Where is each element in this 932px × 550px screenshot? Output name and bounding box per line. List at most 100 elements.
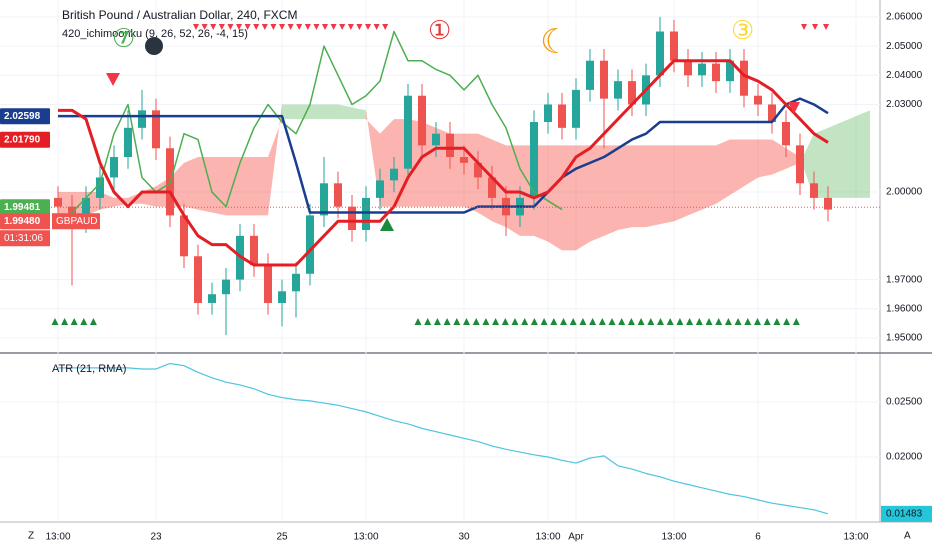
candle-body: [250, 235, 258, 266]
signal-marker: [705, 318, 713, 325]
y-tick-label: 1.95000: [886, 333, 923, 344]
signal-marker: [724, 318, 732, 325]
signal-marker: [823, 24, 829, 30]
signal-marker: [365, 24, 371, 30]
annotation: ①: [428, 15, 451, 45]
x-tick-label: 13:00: [535, 532, 560, 543]
price-badge: [0, 213, 50, 230]
cloud-segment: [590, 145, 604, 242]
signal-marker: [744, 318, 752, 325]
cloud-segment: [548, 145, 562, 251]
annotation: ③: [731, 15, 754, 45]
candle-body: [432, 133, 440, 146]
candle-body: [180, 215, 188, 257]
price-badge-label: 2.02598: [4, 111, 41, 122]
indicator-line: [57, 30, 563, 222]
signal-marker: [193, 24, 199, 30]
signal-marker: [812, 24, 818, 30]
signal-marker: [236, 24, 242, 30]
signal-marker: [569, 318, 577, 325]
x-tick-label: Apr: [568, 532, 584, 543]
signal-marker: [773, 318, 781, 325]
candle-body: [810, 183, 818, 198]
cloud-segment: [296, 104, 310, 120]
signal-marker: [253, 24, 260, 30]
candle-body: [544, 104, 552, 123]
cloud-segment: [268, 104, 282, 216]
signal-marker: [261, 24, 268, 30]
signal-marker: [676, 318, 684, 325]
indicator-legend: 420_ichimoonku (9, 26, 52, 26, -4, 15): [62, 28, 248, 40]
y-tick-label: 0.02500: [886, 397, 923, 408]
cloud-segment: [856, 110, 870, 198]
candle-body: [376, 180, 384, 198]
cloud-segment: [324, 104, 338, 120]
annotation: ⑦: [112, 23, 135, 53]
candle-body: [684, 60, 692, 76]
cloud-segment: [618, 145, 632, 230]
signal-marker: [313, 24, 320, 30]
signal-marker: [647, 318, 655, 325]
cloud-segment: [646, 145, 660, 228]
candle-body: [558, 104, 566, 128]
cloud-segment: [240, 157, 254, 216]
y-tick-label: 2.00000: [886, 187, 923, 198]
signal-marker: [472, 318, 480, 325]
candle-body: [152, 110, 160, 149]
y-tick-label: 0.02000: [886, 452, 923, 463]
signal-marker: [666, 318, 674, 325]
candle-body: [208, 294, 216, 303]
signal-marker: [715, 318, 723, 325]
candle-body: [54, 197, 62, 207]
signal-marker: [482, 318, 490, 325]
price-badge-label: 2.01790: [4, 134, 41, 145]
x-tick-label: 13:00: [353, 532, 378, 543]
x-tick-label: 25: [276, 532, 288, 543]
signal-marker: [227, 24, 234, 30]
candle-body: [278, 291, 286, 303]
candle-body: [600, 60, 608, 99]
signal-marker: [492, 318, 500, 325]
countdown-label: 01:31:06: [4, 233, 43, 244]
cloud-segment: [212, 157, 226, 216]
signal-marker: [618, 318, 626, 325]
corner-label[interactable]: A: [904, 531, 911, 542]
candle-body: [614, 81, 622, 99]
candle-body: [824, 197, 832, 210]
signal-marker: [51, 318, 59, 325]
dot-marker: [145, 37, 163, 55]
signal-marker: [279, 24, 285, 30]
candle-body: [726, 60, 734, 82]
candle-body: [782, 122, 790, 146]
signal-marker: [287, 24, 294, 30]
signal-marker: [579, 318, 587, 325]
cloud-segment: [198, 157, 212, 213]
x-tick-label: 13:00: [661, 532, 686, 543]
candle-body: [124, 127, 132, 158]
cloud-segment: [282, 104, 296, 120]
signal-marker: [801, 24, 807, 30]
signal-marker: [763, 318, 771, 325]
price-badge: [0, 108, 50, 125]
candle-body: [586, 60, 594, 90]
signal-marker: [443, 318, 451, 325]
atr-legend: ATR (21, RMA): [52, 363, 126, 375]
signal-marker: [356, 24, 363, 30]
candle-body: [82, 197, 90, 222]
signal-marker: [695, 318, 703, 325]
candle-body: [348, 206, 356, 230]
corner-label[interactable]: Z: [28, 531, 34, 542]
cloud-segment: [814, 127, 828, 198]
candle-body: [572, 89, 580, 128]
cloud-segment: [352, 107, 366, 120]
candle-body: [362, 197, 370, 230]
signal-marker: [530, 318, 538, 325]
cloud-segment: [184, 157, 198, 210]
cloud-segment: [800, 133, 814, 198]
signal-marker: [463, 318, 470, 325]
candle-body: [306, 215, 314, 274]
cloud-segment: [310, 104, 324, 120]
signal-marker: [637, 318, 645, 325]
cloud-segment: [254, 157, 268, 216]
candle-body: [446, 133, 454, 158]
